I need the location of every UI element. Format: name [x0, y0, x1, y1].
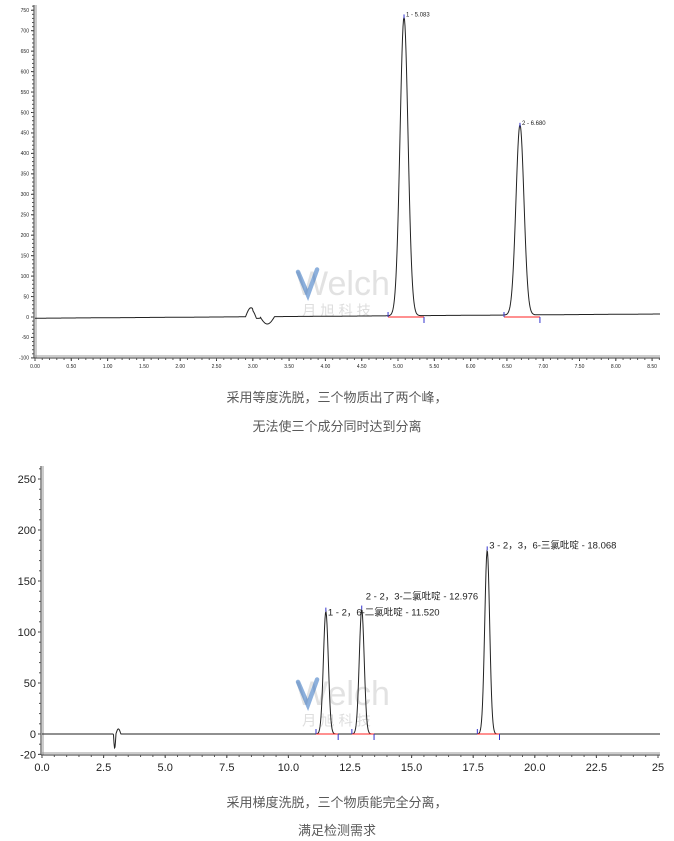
chromatogram-isocratic: Welch 月 旭 科 技 750 700 650 600 550 500 450 400 350 3…: [0, 0, 674, 378]
chromatogram-gradient: Welch 月 旭 科 技 250 200 150 100 50 0 -20 0.0 2.5 5.0 7…: [0, 460, 674, 780]
svg-text:17.5: 17.5: [462, 762, 483, 774]
svg-text:50: 50: [23, 294, 29, 300]
svg-text:-100: -100: [19, 356, 29, 362]
svg-text:4.50: 4.50: [357, 364, 367, 370]
svg-text:250: 250: [21, 213, 30, 219]
svg-text:2.50: 2.50: [212, 364, 222, 370]
svg-text:2.00: 2.00: [175, 364, 185, 370]
svg-text:6.00: 6.00: [466, 364, 476, 370]
svg-text:5.0: 5.0: [158, 762, 173, 774]
svg-text:250: 250: [18, 474, 36, 486]
svg-text:8.50: 8.50: [647, 364, 657, 370]
peak-label: 2 - 2，3-二氯吡啶 - 12.976: [366, 591, 478, 603]
svg-text:450: 450: [21, 131, 30, 137]
svg-text:0.0: 0.0: [34, 762, 49, 774]
svg-text:400: 400: [21, 151, 30, 157]
peak-label: 1 - 2，6-二氯吡啶 - 11.520: [328, 607, 440, 619]
svg-text:4.00: 4.00: [321, 364, 331, 370]
svg-text:150: 150: [21, 253, 30, 259]
svg-text:350: 350: [21, 172, 30, 178]
caption-1-line-2: 无法使三个成分同时达到分离: [252, 420, 422, 435]
svg-text:6.50: 6.50: [502, 364, 512, 370]
svg-text:5.00: 5.00: [393, 364, 403, 370]
svg-text:7.00: 7.00: [538, 364, 548, 370]
watermark-logo-icon: [295, 677, 320, 712]
svg-text:25: 25: [652, 762, 664, 774]
watermark-cn: 月 旭 科 技: [302, 302, 371, 319]
svg-text:600: 600: [21, 69, 30, 75]
svg-text:3.00: 3.00: [248, 364, 258, 370]
svg-text:700: 700: [21, 28, 30, 34]
watermark-cn: 月 旭 科 技: [302, 712, 371, 729]
svg-text:750: 750: [21, 8, 30, 14]
chromatogram-trace: [35, 17, 660, 325]
svg-text:0.50: 0.50: [66, 364, 76, 370]
svg-text:550: 550: [21, 90, 30, 96]
svg-text:1.00: 1.00: [103, 364, 113, 370]
peak-label: 2 - 6.680: [522, 121, 546, 127]
svg-text:650: 650: [21, 49, 30, 55]
svg-text:150: 150: [18, 576, 36, 588]
svg-text:100: 100: [21, 274, 30, 280]
svg-text:-20: -20: [20, 749, 36, 761]
svg-text:500: 500: [21, 110, 30, 116]
svg-text:50: 50: [24, 678, 36, 690]
svg-text:0.00: 0.00: [30, 364, 40, 370]
svg-text:0: 0: [26, 315, 29, 321]
svg-text:7.5: 7.5: [219, 762, 234, 774]
svg-text:12.5: 12.5: [339, 762, 360, 774]
caption-2-line-2: 满足检测需求: [297, 824, 376, 839]
svg-text:22.5: 22.5: [586, 762, 607, 774]
svg-text:200: 200: [18, 525, 36, 537]
watermark-logo-icon: [295, 267, 320, 302]
svg-text:20.0: 20.0: [524, 762, 545, 774]
svg-text:5.50: 5.50: [429, 364, 439, 370]
caption-2-line-1: 采用梯度洗脱，三个物质能完全分离，: [226, 796, 448, 811]
svg-text:3.50: 3.50: [284, 364, 294, 370]
svg-text:1.50: 1.50: [139, 364, 149, 370]
svg-text:7.50: 7.50: [575, 364, 585, 370]
svg-text:0: 0: [30, 729, 36, 741]
chromatogram-trace: [42, 549, 660, 750]
svg-text:-50: -50: [22, 335, 29, 341]
peak-label: 1 - 5.083: [406, 12, 430, 18]
svg-text:100: 100: [18, 627, 36, 639]
svg-text:200: 200: [21, 233, 30, 239]
svg-text:300: 300: [21, 192, 30, 198]
svg-text:8.00: 8.00: [611, 364, 621, 370]
caption-1-line-1: 采用等度洗脱，三个物质出了两个峰，: [226, 391, 448, 406]
svg-text:15.0: 15.0: [401, 762, 422, 774]
peak-label: 3 - 2，3，6-三氯吡啶 - 18.068: [489, 539, 616, 551]
svg-text:2.5: 2.5: [96, 762, 111, 774]
svg-text:10.0: 10.0: [278, 762, 299, 774]
